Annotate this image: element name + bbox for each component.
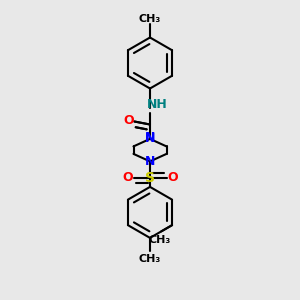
Text: CH₃: CH₃ [139, 14, 161, 24]
Text: CH₃: CH₃ [139, 254, 161, 263]
Text: N: N [145, 155, 155, 168]
Text: O: O [122, 171, 133, 184]
Text: NH: NH [147, 98, 168, 111]
Text: S: S [145, 171, 155, 185]
Text: N: N [145, 131, 155, 144]
Text: CH₃: CH₃ [148, 235, 171, 245]
Text: O: O [124, 114, 134, 127]
Text: O: O [167, 171, 178, 184]
Text: N: N [145, 132, 155, 146]
